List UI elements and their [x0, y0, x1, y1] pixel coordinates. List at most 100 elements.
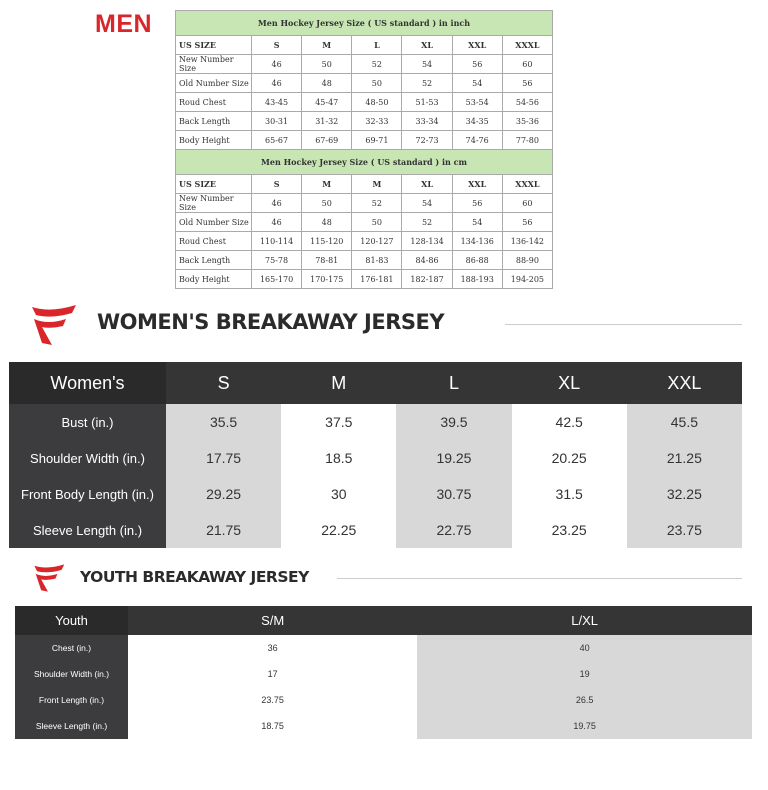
- table-row: Front Body Length (in.) 29.25 30 30.75 31.5 3…: [9, 476, 742, 512]
- table-cell: 50: [351, 212, 403, 232]
- table-cell: 170-175: [301, 269, 353, 289]
- table-row: Body Height 65-67 67-69 69-71 72-73 74-76 77-8…: [175, 130, 554, 150]
- header-label: Youth: [15, 606, 128, 635]
- table-cell: S: [250, 35, 303, 55]
- table-cell: 18.5: [325, 450, 353, 466]
- table-cell: 35-36: [501, 111, 554, 131]
- table-cell: 60: [501, 193, 554, 213]
- table-cell: 19.25: [396, 440, 512, 476]
- table-cell: XXL: [451, 174, 503, 194]
- table-row: Chest (in.) 36 40: [15, 635, 752, 661]
- table-cell: 53-54: [451, 92, 503, 112]
- row-label: Roud Chest: [175, 231, 252, 251]
- women-size-table: Women's S M L XL XXL Bust (in.) 35.5 37.5 39.5 42.…: [9, 362, 742, 548]
- table-title-row: Men Hockey Jersey Size ( US standard ) i…: [175, 10, 553, 36]
- table-cell: 115-120: [301, 231, 353, 251]
- table-row: Sleeve Length (in.) 18.75 19.75: [15, 713, 752, 739]
- row-label: Body Height: [175, 269, 252, 289]
- table-cell: XL: [401, 174, 453, 194]
- table-cell: 52: [401, 212, 453, 232]
- table-cell: 29.25: [166, 476, 282, 512]
- row-label: US SIZE: [175, 174, 252, 194]
- youth-size-table: Youth S/M L/XL Chest (in.) 36 40 Shoulder Widt…: [15, 606, 752, 739]
- youth-section-title: YOUTH BREAKAWAY JERSEY: [80, 568, 309, 586]
- table-cell: 194-205: [501, 269, 554, 289]
- table-cell: 45-47: [301, 92, 353, 112]
- table-cell: 31.5: [555, 486, 583, 502]
- table-cell: 182-187: [401, 269, 453, 289]
- row-label: US SIZE: [175, 35, 252, 55]
- table-cell: 134-136: [451, 231, 503, 251]
- row-label: Chest (in.): [15, 635, 128, 661]
- row-label: Old Number Size: [175, 73, 252, 93]
- table-cell: 51-53: [401, 92, 453, 112]
- women-section-title: WOMEN'S BREAKAWAY JERSEY: [97, 310, 445, 334]
- table-cell: 46: [250, 73, 303, 93]
- table-cell: XL: [401, 35, 453, 55]
- table-row: Body Height 165-170 170-175 176-181 182-187 1…: [175, 269, 554, 289]
- table-cell: 48: [301, 73, 353, 93]
- size-column-header: M: [281, 362, 397, 404]
- table-title-row: Men Hockey Jersey Size ( US standard ) i…: [175, 149, 553, 175]
- table-cell: 42.5: [555, 414, 583, 430]
- table-cell: L: [351, 35, 403, 55]
- table-row: Bust (in.) 35.5 37.5 39.5 42.5 45.5: [9, 404, 742, 440]
- table-row: Back Length 75-78 78-81 81-83 84-86 86-88 88-9…: [175, 250, 554, 270]
- men-section-label: MEN: [95, 10, 153, 38]
- table-cell: 37.5: [325, 414, 353, 430]
- table-cell: 50: [301, 54, 353, 74]
- table-cell: 21.75: [166, 512, 282, 548]
- table-title: Men Hockey Jersey Size ( US standard ) i…: [175, 149, 553, 175]
- table-cell: 56: [501, 212, 554, 232]
- table-cell: 84-86: [401, 250, 453, 270]
- flag-f-logo-icon: [32, 305, 76, 345]
- table-cell: 30.75: [396, 476, 512, 512]
- table-cell: 65-67: [250, 130, 303, 150]
- table-cell: 36: [267, 643, 278, 653]
- divider: [505, 324, 742, 325]
- row-label: Body Height: [175, 130, 252, 150]
- table-cell: M: [351, 174, 403, 194]
- divider: [337, 578, 742, 579]
- table-cell: 86-88: [451, 250, 503, 270]
- table-row: Roud Chest 110-114 115-120 120-127 128-134 13…: [175, 231, 554, 251]
- flag-f-logo-icon: [34, 564, 65, 592]
- table-cell: 40: [417, 635, 752, 661]
- table-row: New Number Size 46 50 52 54 56 60: [175, 54, 554, 74]
- table-row: Roud Chest 43-45 45-47 48-50 51-53 53-54 54-56: [175, 92, 554, 112]
- table-cell: 75-78: [250, 250, 303, 270]
- table-cell: 52: [401, 73, 453, 93]
- size-column-header: XXL: [626, 362, 742, 404]
- table-cell: 50: [301, 193, 353, 213]
- table-cell: 26.5: [417, 687, 752, 713]
- table-row: Shoulder Width (in.) 17 19: [15, 661, 752, 687]
- table-cell: 34-35: [451, 111, 503, 131]
- table-cell: XXXL: [501, 35, 554, 55]
- table-cell: 30: [330, 486, 347, 502]
- table-cell: 54: [401, 193, 453, 213]
- table-cell: 23.75: [261, 695, 284, 705]
- table-cell: 188-193: [451, 269, 503, 289]
- table-cell: 69-71: [351, 130, 403, 150]
- table-cell: 33-34: [401, 111, 453, 131]
- row-label: Roud Chest: [175, 92, 252, 112]
- table-cell: 19.75: [417, 713, 752, 739]
- row-label: Front Length (in.): [15, 687, 128, 713]
- table-cell: 18.75: [261, 721, 284, 731]
- table-row: Old Number Size 46 48 50 52 54 56: [175, 212, 554, 232]
- table-cell: 110-114: [250, 231, 303, 251]
- table-cell: 21.25: [626, 440, 742, 476]
- table-row: Old Number Size 46 48 50 52 54 56: [175, 73, 554, 93]
- table-cell: 22.75: [396, 512, 512, 548]
- row-label: Bust (in.): [9, 404, 166, 440]
- men-size-table: Men Hockey Jersey Size ( US standard ) i…: [175, 10, 554, 289]
- table-cell: 81-83: [351, 250, 403, 270]
- row-label: Back Length: [175, 250, 252, 270]
- table-cell: 46: [250, 54, 303, 74]
- table-cell: 17.75: [166, 440, 282, 476]
- table-title: Men Hockey Jersey Size ( US standard ) i…: [175, 10, 553, 36]
- table-cell: 136-142: [501, 231, 554, 251]
- table-cell: 77-80: [501, 130, 554, 150]
- size-column-header: S/M: [128, 606, 418, 635]
- table-cell: 60: [501, 54, 554, 74]
